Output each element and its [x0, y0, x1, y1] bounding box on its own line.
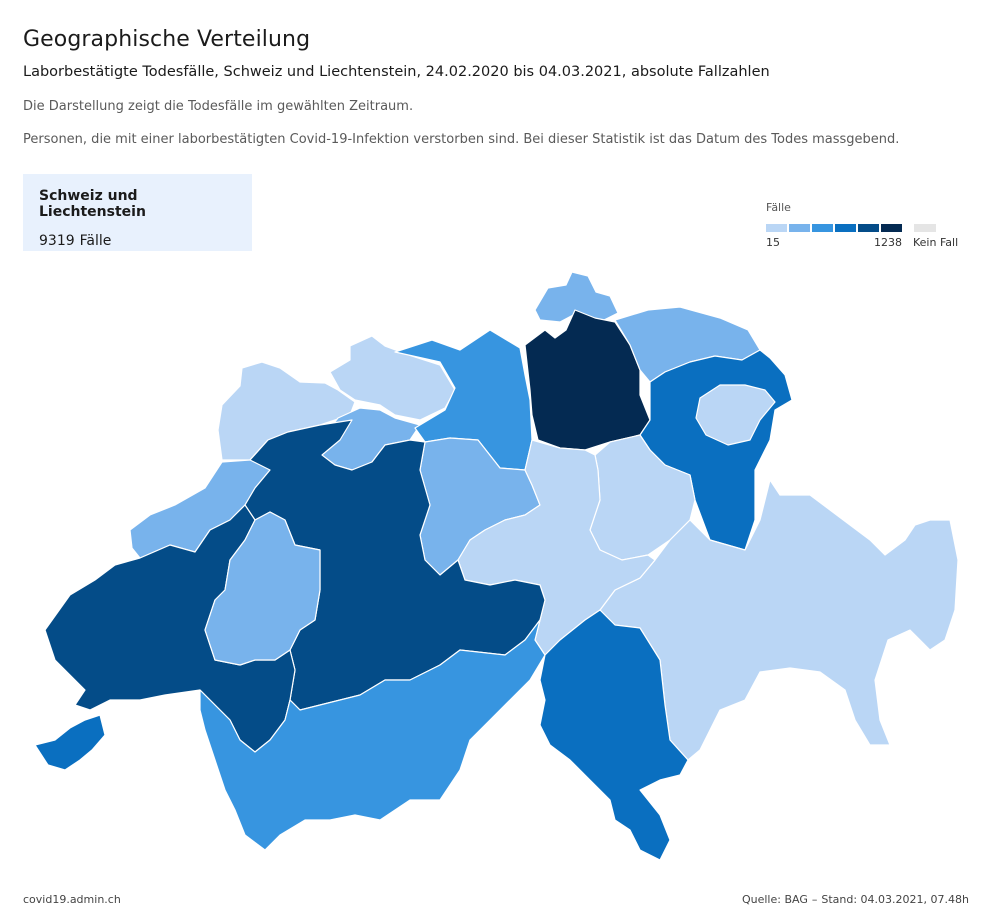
- summary-region: Schweiz und Liechtenstein: [39, 188, 146, 220]
- region-zh[interactable]: [524, 309, 651, 451]
- footer-source-label: Quelle: BAG: [741, 893, 808, 906]
- legend-swatch-0: [766, 224, 787, 232]
- region-ti[interactable]: [539, 609, 689, 861]
- summary-count-unit: Fälle: [79, 233, 112, 249]
- summary-box: Schweiz und Liechtenstein 9319 Fälle: [23, 174, 252, 251]
- page-subtitle: Laborbestätigte Todesfälle, Schweiz und …: [23, 64, 770, 80]
- legend-swatch-5: [881, 224, 902, 232]
- region-ju[interactable]: [217, 361, 356, 461]
- description-definition: Personen, die mit einer laborbestätigten…: [23, 132, 900, 147]
- legend-title: Fälle: [766, 201, 791, 214]
- map-legend: Fälle 15 1238 Kein Fall: [766, 201, 971, 253]
- legend-max-label: 1238: [874, 236, 902, 249]
- summary-count-value: 9319: [39, 233, 75, 249]
- region-vs[interactable]: [199, 619, 546, 851]
- legend-swatch-4: [858, 224, 879, 232]
- region-ge[interactable]: [34, 714, 106, 771]
- region-ar-ai[interactable]: [695, 384, 776, 446]
- footer-source-site: covid19.admin.ch: [23, 893, 121, 906]
- legend-min-label: 15: [766, 236, 780, 249]
- footer-source: Quelle: BAG – Stand: 04.03.2021, 07.48h: [742, 893, 969, 906]
- legend-color-scale: [766, 224, 902, 232]
- description-period: Die Darstellung zeigt die Todesfälle im …: [23, 99, 414, 114]
- switzerland-choropleth-map: [34, 271, 959, 861]
- legend-swatch-3: [835, 224, 856, 232]
- legend-swatch-1: [789, 224, 810, 232]
- footer-stand: Stand: 04.03.2021, 07.48h: [821, 893, 969, 906]
- summary-count: 9319 Fälle: [39, 233, 236, 249]
- legend-no-case-swatch: [914, 224, 936, 232]
- legend-no-case-label: Kein Fall: [913, 236, 959, 249]
- page-title: Geographische Verteilung: [23, 27, 311, 52]
- legend-swatch-2: [812, 224, 833, 232]
- region-sh[interactable]: [534, 271, 619, 323]
- footer-separator: –: [811, 893, 818, 906]
- region-fr[interactable]: [204, 511, 321, 666]
